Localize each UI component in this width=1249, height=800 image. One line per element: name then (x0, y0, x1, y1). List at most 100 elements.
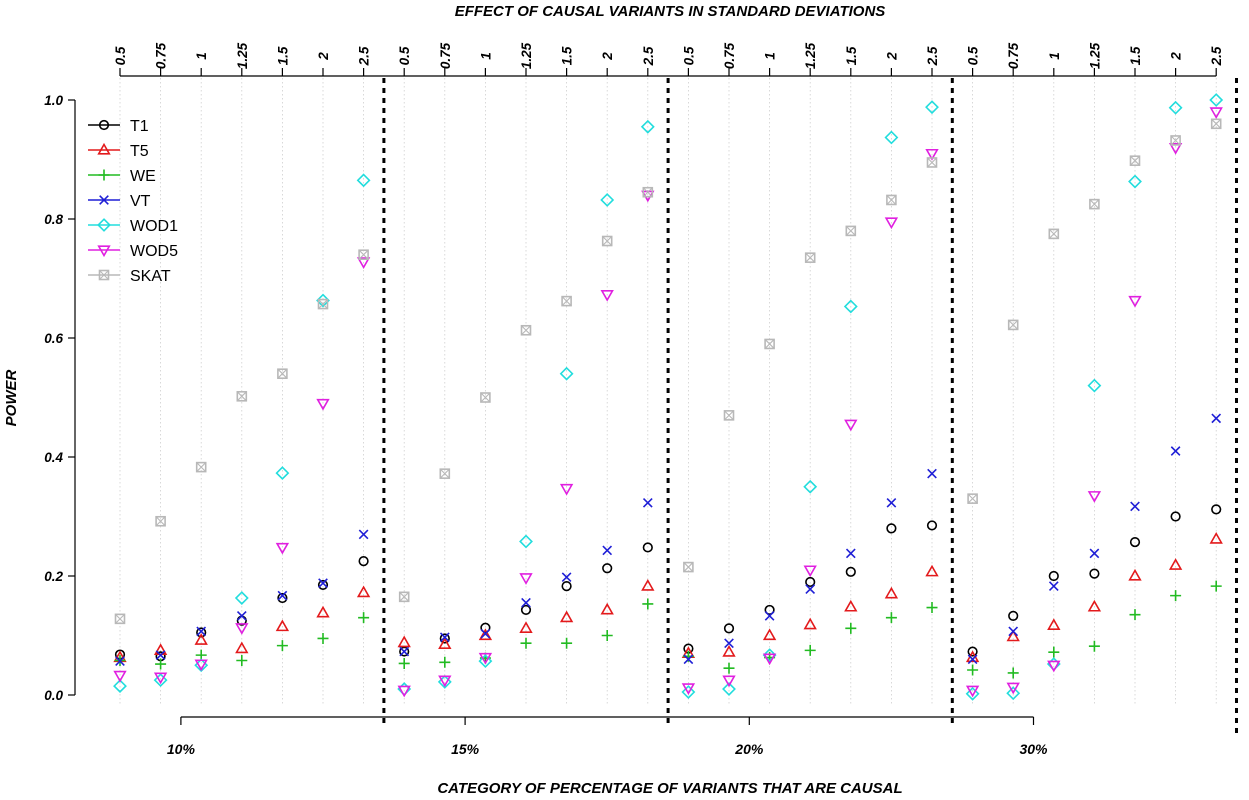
data-point (358, 556, 369, 567)
square-marker (804, 252, 816, 263)
data-point (275, 466, 290, 480)
legend-entry: WOD1 (88, 218, 178, 235)
square-marker (520, 324, 532, 336)
data-point (519, 621, 533, 633)
data-point (316, 398, 330, 411)
triangle-up-marker (397, 635, 411, 648)
square-cross-marker (155, 516, 166, 527)
x-marker (99, 195, 109, 205)
square-cross-marker (1008, 320, 1019, 330)
effect-size-tick-label: 1.25 (235, 42, 250, 69)
data-point (358, 612, 370, 624)
data-point (926, 157, 938, 168)
diamond-marker (316, 293, 330, 308)
data-point (277, 590, 288, 601)
effect-size-tick-label: 1.5 (560, 46, 575, 65)
data-point (561, 637, 573, 649)
x-marker (602, 545, 613, 556)
data-point (722, 682, 736, 696)
diamond-marker (803, 479, 818, 494)
data-point (399, 646, 410, 657)
data-point (1006, 629, 1020, 642)
plus-marker (398, 657, 410, 669)
data-point (805, 576, 816, 588)
x-marker (967, 654, 978, 665)
data-point (194, 633, 208, 645)
square-cross-marker (683, 562, 694, 572)
diamond-marker (478, 654, 493, 669)
data-point (356, 257, 371, 269)
data-point (642, 497, 653, 508)
data-point (1209, 93, 1224, 107)
x-marker (399, 646, 410, 657)
data-point (1008, 626, 1019, 637)
square-cross-marker (967, 493, 978, 504)
triangle-down-marker (1087, 491, 1102, 503)
legend-marker (97, 218, 111, 232)
data-point (439, 633, 450, 644)
data-point (277, 368, 288, 380)
circle-marker (561, 581, 572, 592)
triangle-up-marker (600, 602, 614, 615)
data-point (1210, 580, 1222, 592)
square-cross-marker (236, 391, 247, 402)
data-point (275, 619, 290, 632)
square-cross-marker (99, 270, 109, 280)
effect-size-tick-label: 0.75 (154, 42, 169, 69)
data-point (397, 685, 411, 698)
x-marker (927, 468, 937, 479)
diamond-marker (762, 648, 777, 663)
data-point (1006, 686, 1021, 701)
triangle-down-marker (438, 675, 452, 688)
data-point (681, 685, 696, 699)
triangle-down-marker (559, 483, 574, 496)
effect-size-tick-label: 1.25 (803, 42, 818, 69)
plus-marker (926, 602, 938, 614)
legend-entry: SKAT (88, 268, 171, 285)
data-point (195, 461, 207, 473)
data-point (561, 572, 572, 583)
x-marker (683, 654, 694, 665)
data-point (803, 479, 818, 494)
effect-size-tick-label: 1.5 (844, 46, 859, 65)
data-point (358, 529, 369, 540)
data-point (886, 194, 897, 206)
x-marker (318, 578, 328, 589)
data-point (196, 626, 207, 637)
data-point (886, 497, 897, 508)
square-marker (723, 410, 735, 421)
triangle-down-marker (884, 217, 899, 230)
series-skat (114, 118, 1222, 625)
triangle-up-marker (97, 142, 111, 155)
data-point (439, 656, 451, 668)
data-point (1048, 228, 1060, 240)
triangle-down-marker (1168, 143, 1183, 155)
data-point (235, 641, 249, 654)
data-point (194, 659, 208, 672)
square-marker (967, 493, 978, 504)
triangle-down-marker (844, 419, 858, 432)
data-point (602, 545, 613, 556)
plus-marker (1170, 590, 1182, 602)
data-point (236, 654, 248, 666)
effect-size-tick-label: 2 (316, 52, 331, 61)
category-separators (382, 78, 1238, 735)
data-point (803, 617, 817, 630)
circle-marker (317, 579, 329, 591)
circle-marker (98, 119, 110, 131)
x-marker (480, 628, 491, 639)
effect-size-tick-label: 1 (478, 52, 493, 60)
triangle-down-marker (194, 659, 208, 672)
data-point (520, 324, 532, 336)
square-cross-marker (845, 226, 856, 236)
square-marker (98, 269, 110, 281)
effect-size-tick-label: 0.5 (966, 46, 981, 65)
effect-size-tick-label: 2.5 (925, 46, 940, 66)
diamond-marker (965, 686, 980, 701)
legend-label: WE (130, 168, 156, 185)
circle-marker (480, 622, 491, 633)
data-point (804, 252, 816, 263)
legend-entry: WOD5 (88, 243, 178, 260)
circle-marker (1170, 511, 1181, 522)
plus-marker (885, 612, 897, 624)
